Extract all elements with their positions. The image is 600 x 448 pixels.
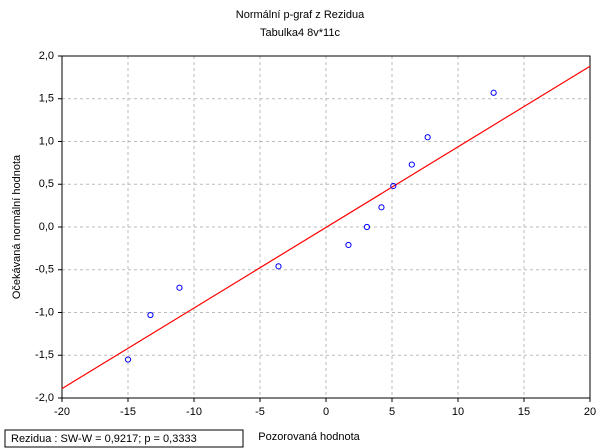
chart-title: Normální p-graf z Rezidua xyxy=(236,9,365,21)
fit-line xyxy=(61,65,591,390)
point xyxy=(124,356,132,363)
y-tick-label: -0,5 xyxy=(35,264,54,276)
annotation: Rezidua : SW-W = 0,9217; p = 0,3333 xyxy=(11,433,197,445)
y-tick-label: 1,5 xyxy=(39,93,54,105)
y-tick-label: 1,0 xyxy=(39,135,54,147)
x-tick-label: 0 xyxy=(323,406,329,418)
point xyxy=(378,204,385,211)
point xyxy=(176,284,183,291)
x-tick-label: 10 xyxy=(452,406,464,418)
point xyxy=(363,223,371,231)
y-tick-label: 0,0 xyxy=(39,221,54,233)
x-axis-label: Pozorovaná hodnota xyxy=(258,431,360,443)
x-tick-label: -5 xyxy=(255,406,265,418)
point xyxy=(408,161,415,168)
x-tick-label: 15 xyxy=(518,406,530,418)
x-tick-label: -20 xyxy=(54,406,70,418)
y-tick-label: -1,0 xyxy=(35,306,54,318)
point xyxy=(345,241,352,249)
x-tick-label: -15 xyxy=(120,406,136,418)
point xyxy=(490,89,497,96)
point xyxy=(424,134,431,141)
annotation-box xyxy=(4,429,244,448)
x-tick-label: -10 xyxy=(186,406,202,418)
y-axis-label: Očekávaná normální hodnota xyxy=(11,154,23,299)
y-tick-label: 2,0 xyxy=(39,50,54,62)
y-tick-label: -2,0 xyxy=(35,392,54,404)
x-tick-label: 5 xyxy=(389,406,395,418)
plot-frame xyxy=(61,55,591,399)
y-tick-label: -1,5 xyxy=(35,349,54,361)
y-tick-label: 0,5 xyxy=(39,178,54,190)
x-tick-label: 20 xyxy=(584,406,596,418)
chart-subtitle: Tabulka4 8v*11c xyxy=(260,27,340,39)
point xyxy=(147,311,154,319)
point xyxy=(275,263,282,270)
point xyxy=(390,182,397,190)
